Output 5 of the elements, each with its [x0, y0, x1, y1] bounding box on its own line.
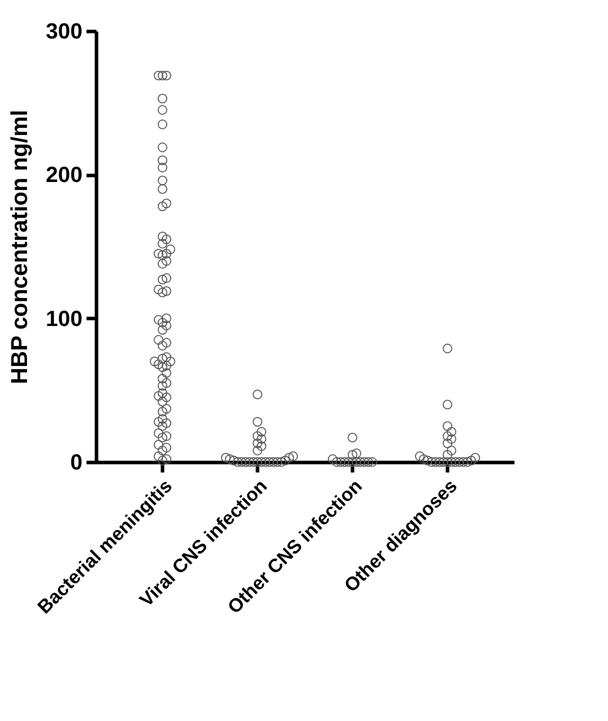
y-axis-title: HBP concentration ng/ml: [6, 110, 32, 384]
y-tick-label: 200: [46, 162, 82, 188]
y-tick-label: 300: [46, 18, 82, 44]
y-tick-label: 100: [46, 306, 82, 331]
y-tick-label: 0: [70, 450, 82, 474]
